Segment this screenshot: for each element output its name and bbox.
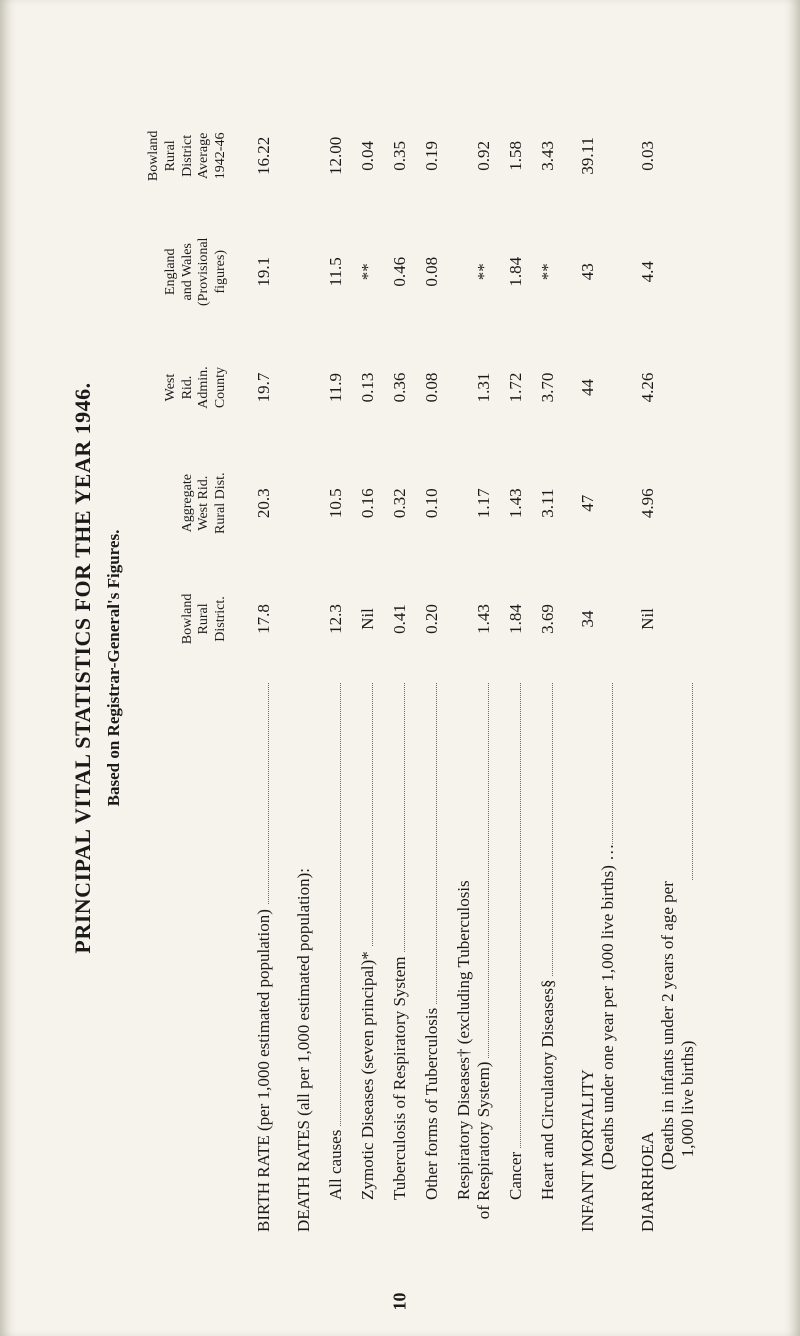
cell: 12.00 bbox=[320, 98, 352, 214]
table-row: DEATH RATES (all per 1,000 estimated pop… bbox=[280, 98, 320, 1238]
table-row: Other forms of Tuberculosis0.200.100.080… bbox=[416, 98, 448, 1238]
cell: 1.58 bbox=[500, 98, 532, 214]
cell: 47 bbox=[564, 445, 624, 561]
cell: 0.08 bbox=[416, 214, 448, 330]
cell: 0.04 bbox=[352, 98, 384, 214]
cell: ** bbox=[448, 214, 500, 330]
cell: 1.84 bbox=[500, 214, 532, 330]
col-head-2: West Rid. Admin. County bbox=[142, 330, 240, 445]
cell: 0.08 bbox=[416, 330, 448, 445]
cell: 19.1 bbox=[240, 214, 280, 330]
cell: 10.5 bbox=[320, 445, 352, 561]
cell: 17.8 bbox=[240, 561, 280, 677]
cell: 0.32 bbox=[384, 445, 416, 561]
col-head-0: Bowland Rural District. bbox=[142, 561, 240, 677]
cell: Nil bbox=[352, 561, 384, 677]
cell: 3.70 bbox=[532, 330, 564, 445]
row-label: DEATH RATES (all per 1,000 estimated pop… bbox=[280, 677, 320, 1238]
row-label: Heart and Circulatory Diseases§ bbox=[532, 677, 564, 1238]
cell: 11.5 bbox=[320, 214, 352, 330]
cell: 0.19 bbox=[416, 98, 448, 214]
cell: 1.31 bbox=[448, 330, 500, 445]
cell: 20.3 bbox=[240, 445, 280, 561]
page-title: PRINCIPAL VITAL STATISTICS FOR THE YEAR … bbox=[70, 382, 96, 953]
cell: 3.69 bbox=[532, 561, 564, 677]
row-label: Other forms of Tuberculosis bbox=[416, 677, 448, 1238]
cell bbox=[280, 445, 320, 561]
cell: 11.9 bbox=[320, 330, 352, 445]
cell bbox=[280, 98, 320, 214]
page-number: 10 bbox=[390, 1293, 411, 1311]
cell: 3.11 bbox=[532, 445, 564, 561]
row-label: DIARRHOEA(Deaths in infants under 2 year… bbox=[624, 677, 704, 1238]
cell: 44 bbox=[564, 330, 624, 445]
cell: 3.43 bbox=[532, 98, 564, 214]
cell bbox=[280, 214, 320, 330]
row-label: Cancer bbox=[500, 677, 532, 1238]
table-row: Respiratory Diseases† (excluding Tubercu… bbox=[448, 98, 500, 1238]
row-label: All causes bbox=[320, 677, 352, 1238]
table-row: Cancer1.841.431.721.841.58 bbox=[500, 98, 532, 1238]
cell: 0.35 bbox=[384, 98, 416, 214]
col-head-3: England and Wales (Provisional figures) bbox=[142, 214, 240, 330]
cell: 1.17 bbox=[448, 445, 500, 561]
stats-table: Bowland Rural District. Aggregate West R… bbox=[142, 98, 704, 1238]
cell: 43 bbox=[564, 214, 624, 330]
page-subtitle: Based on Registrar-General's Figures. bbox=[104, 530, 124, 807]
cell: 4.96 bbox=[624, 445, 704, 561]
cell: 0.13 bbox=[352, 330, 384, 445]
table-row: Zymotic Diseases (seven principal)*Nil0.… bbox=[352, 98, 384, 1238]
cell: 34 bbox=[564, 561, 624, 677]
cell: 19.7 bbox=[240, 330, 280, 445]
table-row: INFANT MORTALITY(Deaths under one year p… bbox=[564, 98, 624, 1238]
cell bbox=[280, 330, 320, 445]
row-label: INFANT MORTALITY(Deaths under one year p… bbox=[564, 677, 624, 1238]
cell: 1.84 bbox=[500, 561, 532, 677]
cell: 0.46 bbox=[384, 214, 416, 330]
row-label: BIRTH RATE (per 1,000 estimated populati… bbox=[240, 677, 280, 1238]
cell: ** bbox=[352, 214, 384, 330]
cell bbox=[280, 561, 320, 677]
cell: 1.72 bbox=[500, 330, 532, 445]
cell: 0.16 bbox=[352, 445, 384, 561]
table-row: Heart and Circulatory Diseases§3.693.113… bbox=[532, 98, 564, 1238]
cell: 0.41 bbox=[384, 561, 416, 677]
col-head-4: Bowland Rural District Average 1942-46 bbox=[142, 98, 240, 214]
col-head-1: Aggregate West Rid. Rural Dist. bbox=[142, 445, 240, 561]
cell: 4.26 bbox=[624, 330, 704, 445]
header-row: Bowland Rural District. Aggregate West R… bbox=[142, 98, 240, 1238]
cell: 0.20 bbox=[416, 561, 448, 677]
cell: ** bbox=[532, 214, 564, 330]
cell: 0.10 bbox=[416, 445, 448, 561]
cell: 0.36 bbox=[384, 330, 416, 445]
cell: 1.43 bbox=[448, 561, 500, 677]
row-label: Tuberculosis of Respiratory System bbox=[384, 677, 416, 1238]
cell: 12.3 bbox=[320, 561, 352, 677]
row-label: Respiratory Diseases† (excluding Tubercu… bbox=[448, 677, 500, 1238]
table-row: DIARRHOEA(Deaths in infants under 2 year… bbox=[624, 98, 704, 1238]
cell: Nil bbox=[624, 561, 704, 677]
cell: 1.43 bbox=[500, 445, 532, 561]
cell: 0.03 bbox=[624, 98, 704, 214]
table-row: BIRTH RATE (per 1,000 estimated populati… bbox=[240, 98, 280, 1238]
table-row: All causes12.310.511.911.512.00 bbox=[320, 98, 352, 1238]
table-row: Tuberculosis of Respiratory System0.410.… bbox=[384, 98, 416, 1238]
row-label: Zymotic Diseases (seven principal)* bbox=[352, 677, 384, 1238]
cell: 39.11 bbox=[564, 98, 624, 214]
cell: 0.92 bbox=[448, 98, 500, 214]
cell: 4.4 bbox=[624, 214, 704, 330]
cell: 16.22 bbox=[240, 98, 280, 214]
